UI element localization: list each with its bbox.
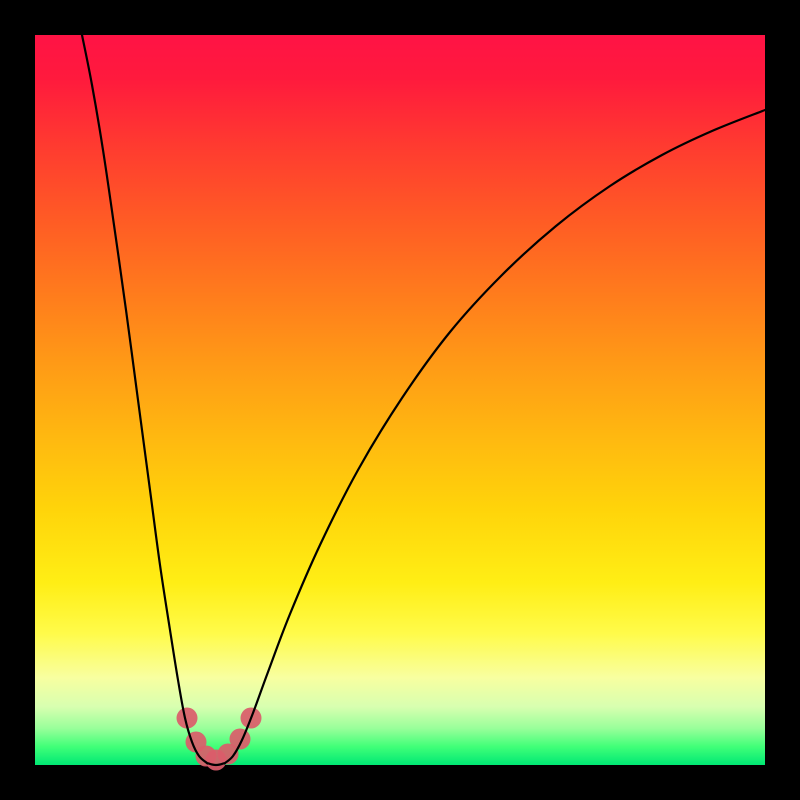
plot-svg [0,0,800,800]
chart-canvas: TheBottleneck.com [0,0,800,800]
